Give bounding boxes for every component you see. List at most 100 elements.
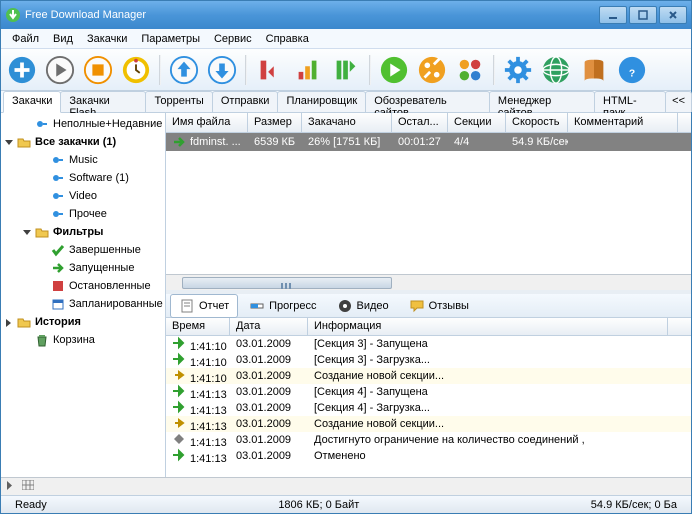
tree-twisty[interactable] [3,317,14,328]
tab-6[interactable]: Менеджер сайтов [489,91,595,112]
tree-item-2[interactable]: Music [3,151,163,169]
tree-item-0[interactable]: Неполные+Недавние [3,115,163,133]
log-column-header[interactable]: Время [166,318,230,335]
tree-item-9[interactable]: Остановленные [3,277,163,295]
tree-twisty[interactable] [37,281,48,292]
detail-tab-Прогресс[interactable]: Прогресс [240,294,325,318]
column-header[interactable]: Секции [448,113,506,132]
tree-label: Все закачки (1) [35,136,116,148]
tree-icon [50,260,66,276]
toolbar-settings-button[interactable] [501,53,535,87]
menu-закачки[interactable]: Закачки [80,31,134,47]
toolbar-moveup-button[interactable] [167,53,201,87]
menu-файл[interactable]: Файл [5,31,46,47]
menu-параметры[interactable]: Параметры [134,31,207,47]
close-button[interactable] [659,6,687,24]
tree-item-1[interactable]: Все закачки (1) [3,133,163,151]
tree-twisty[interactable] [37,245,48,256]
tree-item-5[interactable]: Прочее [3,205,163,223]
tree-twisty[interactable] [21,119,32,130]
chat-icon [409,298,425,314]
log-cell: 03.01.2009 [230,417,308,431]
log-row[interactable]: 1:41:1303.01.2009[Секция 4] - Запущена [166,384,691,400]
toolbar-add-button[interactable] [5,53,39,87]
tree-twisty[interactable] [3,137,14,148]
tab-5[interactable]: Обозреватель сайтов [365,91,490,112]
column-header[interactable]: Размер [248,113,302,132]
detail-tab-Отзывы[interactable]: Отзывы [400,294,478,318]
download-row[interactable]: fdminst. ...6539 КБ26% [1751 КБ]00:01:27… [166,133,691,151]
log-row[interactable]: 1:41:1303.01.2009Создание новой секции..… [166,416,691,432]
log-column-header[interactable]: Информация [308,318,668,335]
tree-twisty[interactable] [21,335,32,346]
toolbar-removed-button[interactable] [253,53,287,87]
detail-tab-Видео[interactable]: Видео [328,294,398,318]
tree-twisty[interactable] [37,191,48,202]
toolbar-finished-button[interactable] [329,53,363,87]
toolbar-book-button[interactable] [577,53,611,87]
tab-3[interactable]: Отправки [212,91,279,112]
expand-icon[interactable] [5,481,14,493]
log-row[interactable]: 1:41:1003.01.2009[Секция 3] - Загрузка..… [166,352,691,368]
tree-item-12[interactable]: Корзина [3,331,163,349]
tree-twisty[interactable] [37,173,48,184]
log-row[interactable]: 1:41:1003.01.2009Создание новой секции..… [166,368,691,384]
tree-item-8[interactable]: Запущенные [3,259,163,277]
column-header[interactable]: Закачано [302,113,392,132]
tab-2[interactable]: Торренты [145,91,212,112]
app-icon [5,7,21,23]
tree-item-7[interactable]: Завершенные [3,241,163,259]
tree-twisty[interactable] [37,209,48,220]
toolbar-schedule-button[interactable] [119,53,153,87]
tree-item-10[interactable]: Запланированные [3,295,163,313]
tree-twisty[interactable] [37,155,48,166]
column-header[interactable]: Комментарий [568,113,678,132]
cell [568,140,678,144]
log-row[interactable]: 1:41:1003.01.2009[Секция 3] - Запущена [166,336,691,352]
tree-item-3[interactable]: Software (1) [3,169,163,187]
tab-scroll-left[interactable]: << [665,91,692,112]
tab-7[interactable]: HTML-паук [594,91,666,112]
toolbar-stopped-button[interactable] [291,53,325,87]
download-list[interactable]: fdminst. ...6539 КБ26% [1751 КБ]00:01:27… [166,133,691,274]
toolbar-start-button[interactable] [43,53,77,87]
toolbar-movedown-button[interactable] [205,53,239,87]
detail-tab-Отчет[interactable]: Отчет [170,294,238,318]
tree-item-11[interactable]: История [3,313,163,331]
minimize-button[interactable] [599,6,627,24]
log-row[interactable]: 1:41:1303.01.2009Отменено [166,448,691,464]
titlebar[interactable]: Free Download Manager [1,1,691,29]
progress-icon [249,298,265,314]
column-header[interactable]: Остал... [392,113,448,132]
tab-1[interactable]: Закачки Flash [60,91,146,112]
horizontal-scrollbar[interactable] [166,274,691,290]
grid-icon[interactable] [22,480,34,493]
menu-справка[interactable]: Справка [259,31,316,47]
tree-twisty[interactable] [37,299,48,310]
log-cell: [Секция 3] - Загрузка... [308,353,668,367]
menu-вид[interactable]: Вид [46,31,80,47]
toolbar-pauseall-button[interactable] [415,53,449,87]
maximize-button[interactable] [629,6,657,24]
toolbar-help-button[interactable]: ? [615,53,649,87]
log-column-header[interactable]: Дата [230,318,308,335]
tree-twisty[interactable] [37,263,48,274]
tree-item-4[interactable]: Video [3,187,163,205]
column-header[interactable]: Имя файла [166,113,248,132]
toolbar-modes-button[interactable] [453,53,487,87]
tab-0[interactable]: Закачки [3,91,61,113]
tab-4[interactable]: Планировщик [277,91,366,112]
toolbar-stop-button[interactable] [81,53,115,87]
log-icon [172,368,186,382]
menu-сервис[interactable]: Сервис [207,31,259,47]
log-list[interactable]: 1:41:1003.01.2009[Секция 3] - Запущена1:… [166,336,691,477]
column-header[interactable]: Скорость [506,113,568,132]
tree-icon [50,170,66,186]
tree-twisty[interactable] [21,227,32,238]
log-row[interactable]: 1:41:1303.01.2009Достигнуто ограничение … [166,432,691,448]
tree-item-6[interactable]: Фильтры [3,223,163,241]
toolbar-globe-button[interactable] [539,53,573,87]
log-row[interactable]: 1:41:1303.01.2009[Секция 4] - Загрузка..… [166,400,691,416]
toolbar-startall-button[interactable] [377,53,411,87]
toolbar-separator [159,55,161,85]
